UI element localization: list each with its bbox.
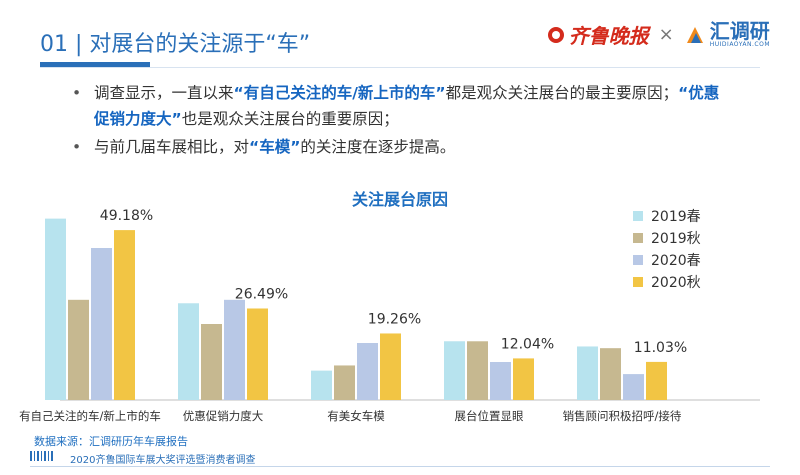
legend-label: 2020秋 [651,275,701,291]
data-label: 12.04% [501,336,554,352]
bullet-text: 与前几届车展相比，对 [94,138,250,156]
bar [490,362,511,400]
huidiaoyan-logo: 汇调研 HUIDIAOYAN.COM [684,21,770,48]
legend-swatch [633,233,643,243]
data-label: 26.49% [235,286,288,302]
title-accent-bar [40,62,150,67]
chart-legend: 2019春 2019秋 2020春 2020秋 [633,205,701,293]
category-label: 优惠促销力度大 [183,409,264,423]
bullet-item: 与前几届车展相比，对“车模”的关注度在逐步提高。 [72,134,722,160]
qilu-logo: 齐鲁晚报 [547,20,649,49]
title-divider [40,67,760,68]
legend-swatch [633,255,643,265]
bar [513,358,534,400]
bullet-item: 调查显示，一直以来“有自己关注的车/新上市的车”都是观众关注展台的最主要原因；“… [72,80,722,132]
qilu-emblem-icon [547,26,564,43]
bullet-text: 的关注度在逐步提高。 [300,138,456,156]
legend-label: 2019秋 [651,231,701,247]
bar [623,374,644,400]
legend-label: 2020春 [651,253,701,269]
category-label: 有自己关注的车/新上市的车 [19,409,161,423]
legend-item: 2020春 [633,249,701,271]
bullet-text: 也是观众关注展台的重要原因； [181,110,399,128]
legend-item: 2019春 [633,205,701,227]
bar [178,303,199,400]
data-label: 11.03% [634,340,687,356]
bullet-text: 调查显示，一直以来 [94,84,234,102]
legend-swatch [633,277,643,287]
bar [467,341,488,400]
bullet-highlight: “有自己关注的车/新上市的车” [233,84,446,102]
bar [68,299,89,400]
legend-item: 2019秋 [633,227,701,249]
qilu-logo-text: 齐鲁晚报 [568,24,649,48]
huidiaoyan-logo-sub: HUIDIAOYAN.COM [709,41,770,48]
bar [114,230,135,400]
page-title: 01 | 对展台的关注源于“车” [40,32,311,57]
summary-bullets: 调查显示，一直以来“有自己关注的车/新上市的车”都是观众关注展台的最主要原因；“… [72,80,722,162]
bar [334,365,355,400]
logo-group: 齐鲁晚报 × 汇调研 HUIDIAOYAN.COM [547,20,770,49]
bullet-highlight: “优惠促销力度大” [94,84,720,128]
huidiaoyan-emblem-icon [686,26,703,43]
bar [444,341,465,400]
bullet-text: 都是观众关注展台的最主要原因； [445,84,679,102]
category-label: 展台位置显眼 [455,409,524,423]
bullet-highlight: “车模” [249,138,301,156]
data-label: 19.26% [368,311,421,327]
category-label: 有美女车模 [327,409,385,423]
bar [224,299,245,400]
bar [45,218,66,400]
chart-title: 关注展台原因 [351,190,448,209]
huidiaoyan-logo-text: 汇调研 [709,19,770,43]
legend-item: 2020秋 [633,271,701,293]
data-label: 49.18% [100,208,153,224]
bar [247,308,268,400]
logo-separator: × [658,24,674,45]
bar [91,248,112,400]
bar [357,343,378,400]
bar [646,361,667,400]
category-label: 销售顾问积极招呼/接待 [563,409,682,423]
bar [201,324,222,400]
bar [577,346,598,400]
footer-stripes-icon [30,451,54,461]
footer-divider [30,466,770,467]
legend-swatch [633,211,643,221]
legend-label: 2019春 [651,209,701,225]
report-name: 2020齐鲁国际车展大奖评选暨消费者调查 [70,455,256,466]
data-source: 数据来源：汇调研历年车展报告 [34,435,188,448]
bar [380,333,401,400]
bar [311,370,332,400]
bar [600,348,621,400]
